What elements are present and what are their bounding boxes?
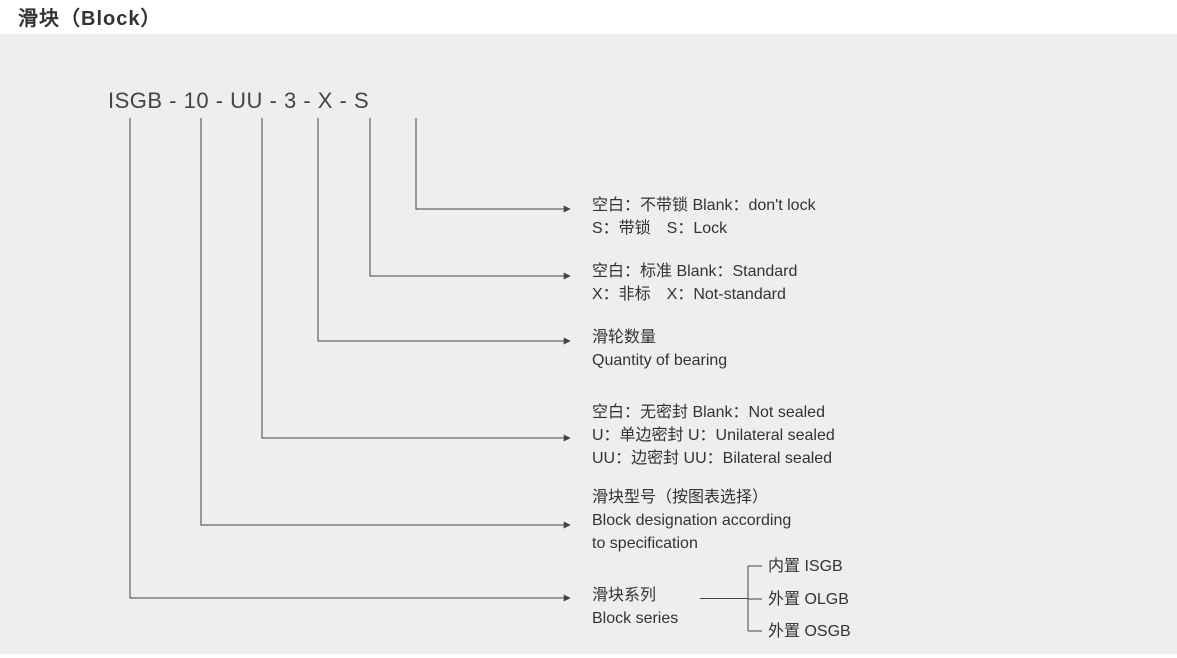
- diagram-lines: [0, 34, 1177, 654]
- diagram-panel: ISGB - 10 - UU - 3 - X - S 空白：不带锁 Blank：…: [0, 34, 1177, 654]
- product-code: ISGB - 10 - UU - 3 - X - S: [108, 88, 369, 114]
- description-line: Block series: [592, 607, 678, 630]
- description-block: 空白：标准 Blank：StandardX：非标 X：Not-standard: [592, 260, 797, 306]
- description-line: to specification: [592, 532, 791, 555]
- description-line: Block designation according: [592, 509, 791, 532]
- description-block: 空白：不带锁 Blank：don't lockS：带锁 S：Lock: [592, 194, 816, 240]
- series-branch-label: 内置 ISGB: [768, 555, 843, 578]
- description-line: 滑块系列: [592, 584, 678, 607]
- description-line: S：带锁 S：Lock: [592, 217, 816, 240]
- description-block: 空白：无密封 Blank：Not sealedU：单边密封 U：Unilater…: [592, 401, 835, 471]
- page-title: 滑块（Block）: [18, 2, 161, 31]
- description-block: 滑轮数量Quantity of bearing: [592, 326, 727, 372]
- page: 滑块（Block） ISGB - 10 - UU - 3 - X - S 空白：…: [0, 0, 1177, 658]
- description-line: UU：边密封 UU：Bilateral sealed: [592, 447, 835, 470]
- series-branch-label: 外置 OLGB: [768, 588, 849, 611]
- description-line: X：非标 X：Not-standard: [592, 283, 797, 306]
- description-block: 滑块型号（按图表选择）Block designation accordingto…: [592, 486, 791, 556]
- description-line: 滑轮数量: [592, 326, 727, 349]
- description-line: 空白：标准 Blank：Standard: [592, 260, 797, 283]
- description-line: 空白：无密封 Blank：Not sealed: [592, 401, 835, 424]
- description-line: 滑块型号（按图表选择）: [592, 486, 791, 509]
- description-line: 空白：不带锁 Blank：don't lock: [592, 194, 816, 217]
- series-branch-label: 外置 OSGB: [768, 620, 851, 643]
- description-line: U：单边密封 U：Unilateral sealed: [592, 424, 835, 447]
- description-block: 滑块系列Block series: [592, 584, 678, 630]
- description-line: Quantity of bearing: [592, 349, 727, 372]
